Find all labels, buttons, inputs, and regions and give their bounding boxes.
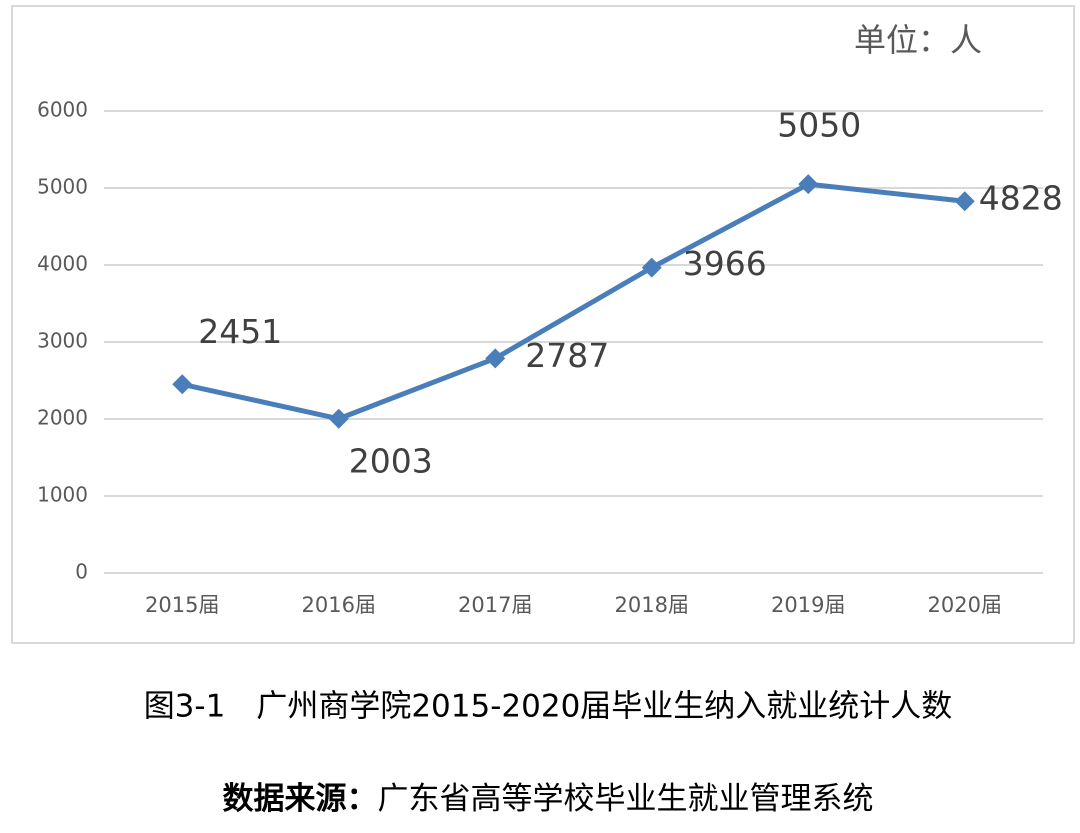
data-label: 3966 <box>683 244 767 283</box>
x-tick-label: 2015届 <box>145 593 219 617</box>
x-tick-label: 2018届 <box>615 593 689 617</box>
source-text: 广东省高等学校毕业生就业管理系统 <box>378 781 874 817</box>
x-tick-label: 2020届 <box>928 593 1002 617</box>
x-tick-label: 2019届 <box>771 593 845 617</box>
source-label: 数据来源： <box>223 781 378 817</box>
y-tick-label: 5000 <box>37 175 88 199</box>
marker <box>954 191 975 212</box>
unit-label: 单位：人 <box>854 21 982 59</box>
x-tick-label: 2017届 <box>458 593 532 617</box>
data-label: 4828 <box>979 179 1063 218</box>
source: 数据来源：广东省高等学校毕业生就业管理系统 <box>223 781 874 817</box>
y-tick-label: 4000 <box>37 252 88 276</box>
x-tick-label: 2016届 <box>302 593 376 617</box>
data-label: 2787 <box>525 336 609 375</box>
y-tick-label: 2000 <box>37 406 88 430</box>
y-tick-label: 6000 <box>37 98 88 122</box>
caption: 图3-1 广州商学院2015-2020届毕业生纳入就业统计人数 <box>144 689 953 725</box>
line <box>181 181 966 422</box>
y-tick-label: 0 <box>75 560 88 584</box>
marker <box>641 257 662 278</box>
marker <box>485 348 506 369</box>
marker <box>328 408 349 429</box>
data-label: 2451 <box>198 312 282 351</box>
data-label: 5050 <box>777 106 861 145</box>
chart-frame <box>11 5 1075 644</box>
data-label: 2003 <box>349 441 433 480</box>
y-tick-label: 3000 <box>37 329 88 353</box>
y-tick-label: 1000 <box>37 483 88 507</box>
marker <box>798 174 819 195</box>
marker <box>172 374 193 395</box>
